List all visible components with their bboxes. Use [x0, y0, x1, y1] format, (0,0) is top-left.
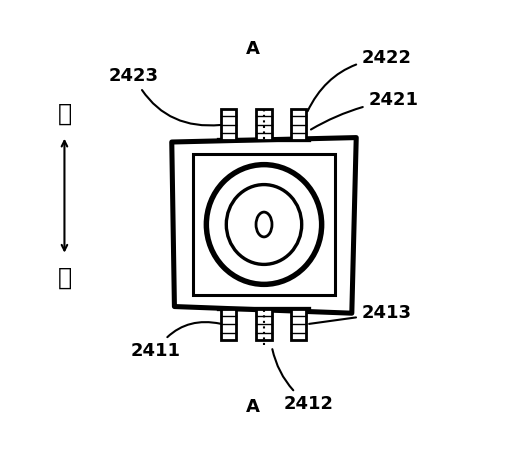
Bar [193, 154, 335, 295]
Text: 2412: 2412 [272, 349, 334, 413]
Text: A: A [246, 398, 260, 416]
Ellipse shape [206, 165, 322, 284]
Text: A: A [246, 40, 260, 58]
Text: 2413: 2413 [309, 304, 411, 324]
Bar [256, 309, 272, 340]
Text: 后: 后 [58, 101, 71, 126]
Bar [291, 109, 306, 140]
Text: 2421: 2421 [311, 91, 418, 129]
Polygon shape [172, 137, 356, 313]
Ellipse shape [227, 185, 301, 264]
Text: 2422: 2422 [307, 49, 411, 111]
Text: 前: 前 [58, 266, 71, 290]
Bar [221, 109, 237, 140]
Ellipse shape [256, 212, 272, 237]
Bar [291, 309, 306, 340]
Text: 2423: 2423 [109, 67, 220, 125]
Bar [256, 109, 272, 140]
Text: 2411: 2411 [131, 322, 220, 360]
Bar [221, 309, 237, 340]
